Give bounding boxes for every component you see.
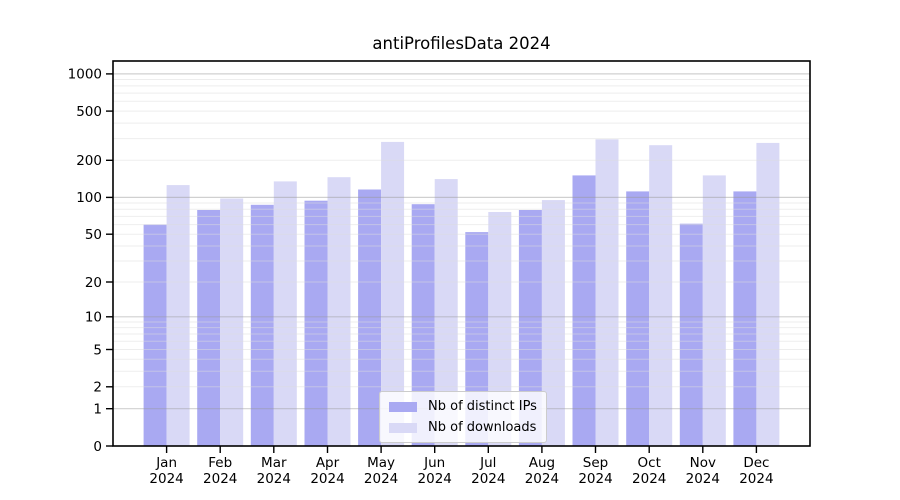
x-tick-label-month: Aug [529,455,555,471]
x-tick-label-year: 2024 [686,471,720,487]
axes [106,60,811,453]
gridlines-overlay [113,73,810,410]
bar-ips-dec [733,191,757,446]
x-tick-label-month: Feb [208,455,232,471]
bar-ips-sep [572,175,596,446]
bar-downloads-dec [756,142,780,446]
y-tick-label: 1 [93,402,102,418]
y-tick-label: 100 [76,190,102,206]
y-tick-label: 10 [85,310,102,326]
y-tick-label: 20 [85,275,102,291]
bar-downloads-jan [166,185,190,446]
bar-ips-nov [679,223,703,446]
x-tick-label-month: Jan [155,455,177,471]
y-tick-label: 2 [93,380,102,396]
y-tick-label: 5 [93,342,102,358]
x-tick-label-year: 2024 [203,471,237,487]
y-tick-label: 500 [76,104,102,120]
x-tick-label-month: Apr [316,455,340,471]
legend-row-downloads: Nb of downloads [389,419,537,436]
bar-ips-oct [626,191,650,446]
x-tick-label-year: 2024 [418,471,452,487]
x-tick-label-year: 2024 [364,471,398,487]
x-tick-label-month: Jul [479,455,496,471]
x-tick-label-year: 2024 [578,471,612,487]
y-tick-label: 50 [85,227,102,243]
bar-ips-mar [250,204,274,446]
bar-downloads-oct [649,145,673,446]
legend-swatch-distinct-ips [389,401,417,412]
bar-downloads-nov [702,175,726,446]
x-tick-label-year: 2024 [471,471,505,487]
x-tick-label-year: 2024 [310,471,344,487]
bar-ips-jan [143,224,167,446]
y-tick-label: 0 [93,439,102,455]
legend-label-distinct-ips: Nb of distinct IPs [428,399,537,414]
x-tick-label-year: 2024 [632,471,666,487]
x-tick-label-month: Nov [690,455,716,471]
bar-downloads-apr [327,177,351,446]
x-tick-label-year: 2024 [149,471,183,487]
x-tick-label-month: May [367,455,395,471]
y-tick-label: 200 [76,153,102,169]
bar-ips-jun [411,204,435,446]
x-tick-label-year: 2024 [525,471,559,487]
bar-downloads-aug [541,200,565,446]
legend-label-downloads: Nb of downloads [428,420,537,435]
bar-downloads-jul [488,212,512,446]
legend-row-distinct-ips: Nb of distinct IPs [389,398,537,415]
chart-legend: Nb of distinct IPs Nb of downloads [379,391,547,443]
plot-spines [112,60,811,447]
x-tick-label-month: Oct [638,455,661,471]
x-tick-label-month: Mar [261,455,287,471]
y-tick-label: 1000 [68,67,102,83]
bar-downloads-may [381,141,405,446]
bar-downloads-sep [595,139,619,447]
x-tick-label-month: Sep [583,455,608,471]
bar-ips-may [358,189,382,446]
x-tick-label-month: Jun [423,455,445,471]
chart-title: antiProfilesData 2024 [372,34,551,53]
x-tick-label-year: 2024 [739,471,773,487]
axis-labels: 01251020501002005001000Jan2024Feb2024Mar… [68,67,774,487]
x-tick-label-month: Dec [743,455,769,471]
legend-swatch-downloads [389,422,417,433]
bar-ips-apr [304,200,328,446]
x-tick-label-year: 2024 [257,471,291,487]
bar-downloads-mar [273,181,297,446]
